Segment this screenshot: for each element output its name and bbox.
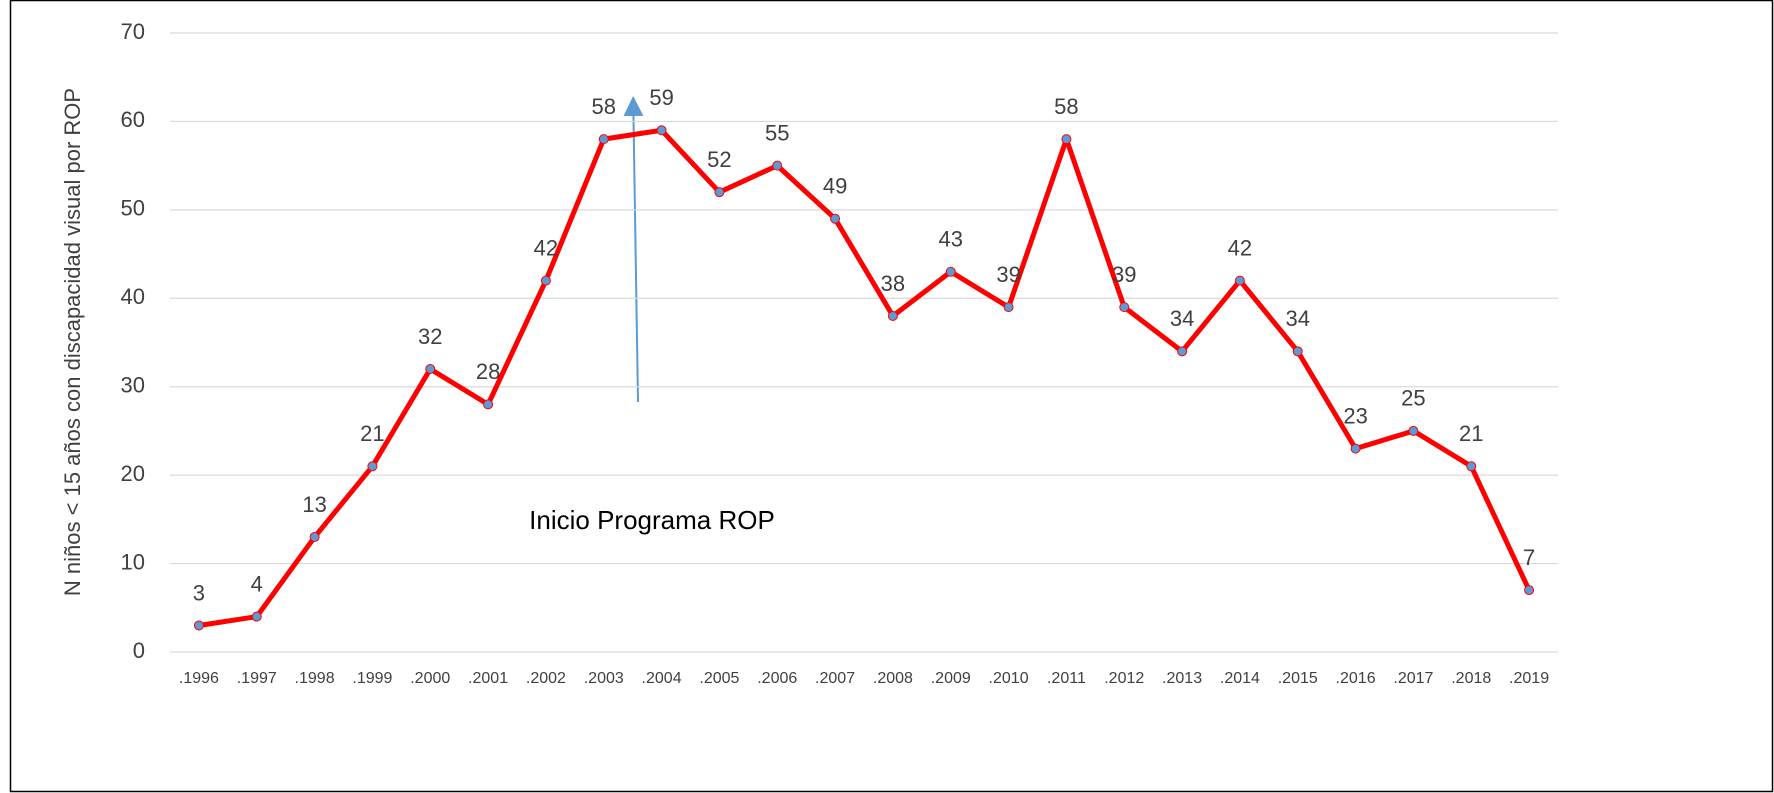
data-point — [1350, 443, 1361, 454]
x-tick-label: .1997 — [237, 670, 277, 687]
y-tick-label: 50 — [121, 196, 145, 221]
x-tick-label: .2004 — [642, 670, 682, 687]
x-tick-label: .2008 — [873, 670, 913, 687]
x-tick-label: .1998 — [295, 670, 335, 687]
data-point — [1177, 346, 1188, 357]
x-tick-label: .2015 — [1278, 670, 1318, 687]
data-label: 39 — [1112, 262, 1136, 287]
data-point — [945, 266, 956, 277]
y-tick-label: 40 — [121, 284, 145, 309]
data-point — [1466, 461, 1477, 472]
data-label: 25 — [1401, 386, 1425, 411]
data-point — [772, 160, 783, 171]
x-tick-label: .2018 — [1451, 670, 1491, 687]
data-point — [656, 125, 667, 136]
x-tick-label: .2002 — [526, 670, 566, 687]
y-tick-label: 0 — [133, 638, 145, 663]
data-point — [887, 310, 898, 321]
data-point — [830, 213, 841, 224]
data-point — [367, 461, 378, 472]
data-line — [198, 127, 1532, 628]
data-point — [598, 134, 609, 145]
data-label: 13 — [302, 492, 326, 517]
data-label: 39 — [996, 262, 1020, 287]
data-label: 42 — [534, 235, 558, 260]
x-tick-label: .2019 — [1509, 670, 1549, 687]
data-point — [1524, 585, 1535, 596]
data-label: 38 — [881, 271, 905, 296]
data-label: 42 — [1228, 235, 1252, 260]
data-label: 52 — [707, 147, 731, 172]
x-tick-label: .2012 — [1104, 670, 1144, 687]
data-point — [714, 187, 725, 198]
data-point — [483, 399, 494, 410]
x-tick-label: .1999 — [352, 670, 392, 687]
y-tick-label: 70 — [121, 19, 145, 44]
data-point — [425, 364, 436, 375]
data-point — [1234, 275, 1245, 286]
x-tick-label: .2006 — [757, 670, 797, 687]
y-tick-label: 20 — [121, 461, 145, 486]
y-axis-label: N niños < 15 años con discapacidad visua… — [60, 88, 85, 596]
data-label: 23 — [1343, 403, 1367, 428]
x-tick-label: .2013 — [1162, 670, 1202, 687]
x-tick-label: .2001 — [468, 670, 508, 687]
data-point — [1292, 346, 1303, 357]
x-tick-label: .2011 — [1047, 670, 1086, 687]
data-label: 58 — [1054, 94, 1078, 119]
x-tick-label: .2016 — [1336, 670, 1376, 687]
x-tick-label: .2017 — [1393, 670, 1433, 687]
data-label: 55 — [765, 120, 789, 145]
chart-border — [9, 0, 1774, 793]
data-point — [1061, 134, 1072, 145]
y-tick-label: 60 — [121, 107, 145, 132]
data-point — [251, 611, 262, 622]
y-tick-label: 30 — [121, 373, 145, 398]
data-point — [1003, 302, 1014, 313]
x-tick-label: .2003 — [584, 670, 624, 687]
data-label: 21 — [360, 421, 384, 446]
data-point — [1119, 302, 1130, 313]
data-point — [540, 275, 551, 286]
data-point — [193, 620, 204, 631]
data-label: 4 — [251, 571, 263, 596]
data-label: 49 — [823, 174, 847, 199]
data-point — [309, 532, 320, 543]
annotation-arrow — [623, 96, 644, 403]
x-tick-label: .2009 — [931, 670, 971, 687]
x-tick-label: .2010 — [989, 670, 1029, 687]
data-label: 32 — [418, 324, 442, 349]
x-tick-label: .2007 — [815, 670, 855, 687]
data-label: 3 — [193, 580, 205, 605]
data-label: 34 — [1286, 306, 1310, 331]
annotation: Inicio Programa ROP — [529, 505, 775, 535]
x-tick-label: .2014 — [1220, 670, 1260, 687]
data-label: 21 — [1459, 421, 1483, 446]
y-tick-label: 10 — [121, 549, 145, 574]
x-tick-label: .2005 — [699, 670, 739, 687]
data-label: 34 — [1170, 306, 1194, 331]
data-label: 28 — [476, 359, 500, 384]
x-tick-label: .2000 — [410, 670, 450, 687]
data-label: 59 — [649, 85, 673, 110]
data-label: 43 — [939, 227, 963, 252]
x-tick-label: .1996 — [179, 670, 219, 687]
data-label: 58 — [592, 94, 616, 119]
data-label: 7 — [1523, 545, 1535, 570]
data-point — [1408, 425, 1419, 436]
